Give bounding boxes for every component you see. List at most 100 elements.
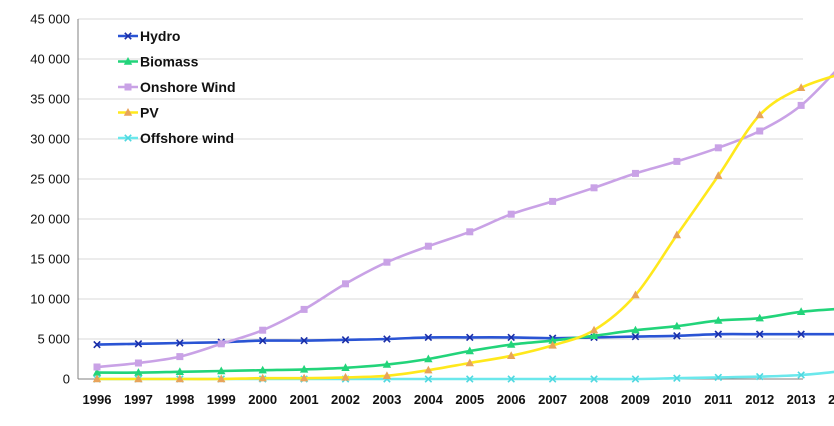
- x-axis: 1996 1997 1998 1999 2000 2001 2002 2003 2004 2005…: [78, 378, 834, 407]
- data-point: [590, 375, 598, 383]
- x-tick-label: 2008: [580, 392, 609, 407]
- data-point: [714, 144, 722, 152]
- data-point: [382, 371, 392, 379]
- data-point: [507, 351, 516, 359]
- data-point: [714, 330, 723, 338]
- y-tick-label: 45 000: [30, 12, 70, 27]
- data-point: [673, 157, 681, 165]
- data-point: [383, 258, 391, 266]
- data-point: [631, 169, 639, 177]
- gridlines: [78, 18, 803, 340]
- x-tick-label: 1998: [165, 392, 194, 407]
- data-point: [796, 83, 806, 91]
- y-axis: 0 5 000 10 000 15 000 20 000 25 000 30 000 35 0…: [30, 12, 79, 387]
- x-tick-label: 1999: [207, 392, 236, 407]
- data-point: [341, 372, 350, 381]
- legend-label: Biomass: [140, 54, 199, 70]
- data-point: [134, 374, 143, 383]
- y-tick-label: 35 000: [30, 92, 70, 107]
- data-point: [92, 374, 102, 383]
- y-tick-label: 5 000: [37, 332, 70, 347]
- data-point: [714, 373, 723, 382]
- data-point: [176, 339, 184, 347]
- legend-item: Onshore Wind: [118, 79, 236, 95]
- legend-label: PV: [140, 105, 159, 121]
- x-tick-label: 2002: [331, 392, 360, 407]
- legend-item: Hydro: [118, 28, 180, 44]
- legend-marker: [123, 108, 133, 116]
- y-tick-label: 15 000: [30, 252, 70, 267]
- x-tick-label: 2012: [745, 392, 774, 407]
- data-point: [507, 210, 515, 218]
- y-tick-label: 0: [63, 372, 70, 387]
- data-point: [507, 375, 515, 383]
- data-point: [93, 340, 101, 349]
- data-point: [549, 197, 557, 205]
- data-point: [299, 373, 309, 382]
- data-point: [424, 365, 433, 374]
- data-point: [755, 330, 764, 338]
- data-point: [714, 316, 723, 324]
- x-tick-label: 2005: [455, 392, 484, 407]
- data-point: [341, 336, 350, 344]
- data-point: [424, 375, 433, 383]
- data-point: [383, 335, 391, 343]
- data-point: [176, 353, 184, 361]
- data-point: [134, 368, 143, 376]
- legend-item: PV: [118, 105, 159, 121]
- data-point: [424, 333, 433, 342]
- data-point: [299, 364, 309, 373]
- y-tick-label: 30 000: [30, 132, 70, 147]
- series-pv: [92, 74, 834, 383]
- data-point: [466, 375, 474, 383]
- data-point: [631, 325, 640, 334]
- data-point: [672, 321, 682, 330]
- data-point: [465, 346, 474, 355]
- legend-label: Hydro: [140, 28, 180, 44]
- x-tick-label: 2003: [372, 392, 401, 407]
- data-point: [673, 374, 681, 382]
- data-point: [175, 367, 185, 375]
- data-point: [466, 228, 474, 236]
- data-point: [465, 358, 474, 367]
- x-tick-label: 2001: [290, 392, 319, 407]
- x-tick-label: 2013: [787, 392, 816, 407]
- data-point: [589, 325, 599, 334]
- data-point: [300, 305, 308, 313]
- data-point: [797, 101, 805, 109]
- data-point: [382, 360, 392, 368]
- data-point: [300, 336, 308, 345]
- legend-marker: [124, 32, 132, 40]
- data-point: [258, 336, 267, 345]
- data-point: [424, 242, 432, 250]
- data-point: [590, 184, 598, 192]
- data-point: [134, 359, 142, 367]
- data-point: [258, 365, 267, 374]
- data-point: [342, 280, 350, 288]
- legend-marker: [124, 134, 132, 142]
- x-tick-label: 2014: [828, 392, 834, 407]
- data-point: [755, 313, 764, 322]
- data-point: [217, 340, 225, 348]
- y-tick-label: 25 000: [30, 172, 70, 187]
- data-point: [217, 374, 226, 383]
- data-point: [714, 171, 723, 179]
- legend: Hydro Biomass Onshore Wind PV Offshore wind: [118, 28, 236, 146]
- legend-label: Onshore Wind: [140, 79, 236, 95]
- data-point: [507, 333, 515, 342]
- data-point: [755, 372, 764, 381]
- legend-item: Offshore wind: [118, 130, 234, 146]
- data-point: [92, 368, 102, 376]
- data-point: [631, 375, 640, 383]
- x-tick-label: 2007: [538, 392, 567, 407]
- x-tick-label: 2011: [704, 392, 732, 407]
- data-point: [796, 307, 806, 315]
- data-point: [217, 366, 226, 375]
- data-point: [424, 354, 433, 363]
- data-point: [259, 326, 267, 334]
- y-tick-label: 40 000: [30, 52, 70, 67]
- data-point: [797, 371, 805, 379]
- data-point: [589, 331, 599, 339]
- data-point: [756, 127, 764, 135]
